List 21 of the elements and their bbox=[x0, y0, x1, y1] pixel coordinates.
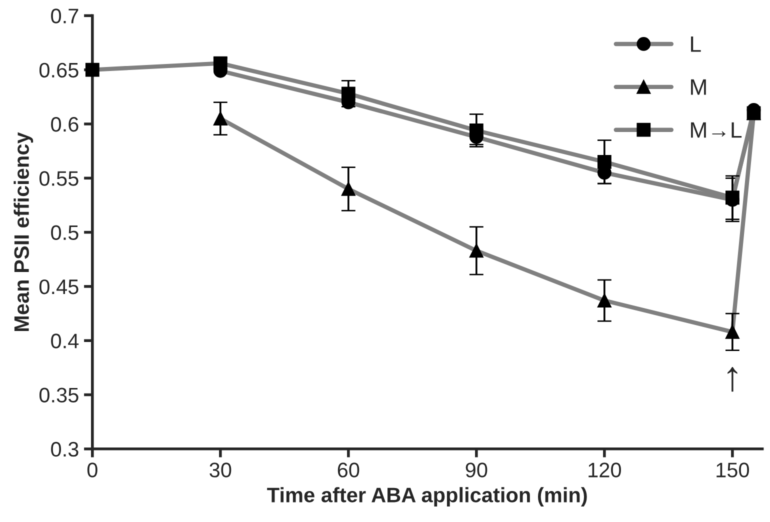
y-axis-title: Mean PSII efficiency bbox=[14, 132, 34, 332]
x-tick-label: 0 bbox=[87, 462, 98, 478]
annotation: ↑ bbox=[728, 366, 738, 392]
y-tick-label: 0.7 bbox=[51, 8, 78, 24]
y-tick-label: 0.55 bbox=[39, 171, 78, 186]
x-tick-label: 150 bbox=[716, 462, 749, 478]
x-tick-label: 30 bbox=[210, 462, 232, 478]
y-tick-label: 0.65 bbox=[39, 62, 78, 78]
y-tick-label: 0.45 bbox=[39, 279, 78, 294]
x-tick-label: 90 bbox=[466, 462, 488, 478]
y-tick-label: 0.4 bbox=[51, 334, 79, 348]
x-tick-label: 60 bbox=[338, 462, 360, 478]
legend-label: M bbox=[691, 79, 706, 95]
y-tick-label: 0.3 bbox=[51, 442, 78, 457]
legend-label: L bbox=[691, 36, 701, 52]
y-tick-label: 0.5 bbox=[51, 225, 78, 240]
y-tick-label: 0.35 bbox=[39, 388, 78, 403]
x-tick-label: 120 bbox=[588, 462, 621, 478]
y-tick-label: 0.6 bbox=[51, 116, 78, 132]
x-axis-title: Time after ABA application (min) bbox=[267, 487, 587, 507]
legend-label: M→L bbox=[691, 122, 742, 138]
